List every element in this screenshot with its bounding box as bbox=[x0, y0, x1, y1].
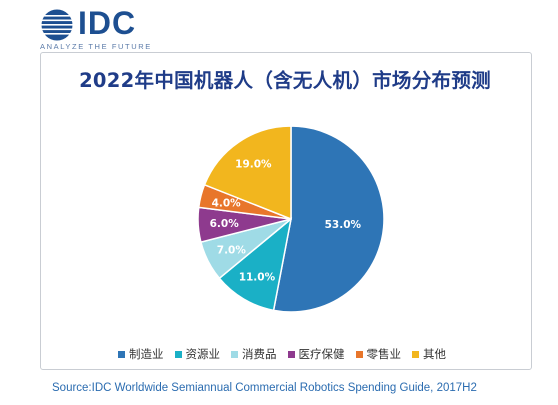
legend-item: 其他 bbox=[412, 346, 446, 362]
legend-item: 消费品 bbox=[231, 346, 277, 362]
legend-swatch bbox=[412, 350, 419, 358]
logo-tagline: ANALYZE THE FUTURE bbox=[40, 42, 152, 51]
slice-data-label: 7.0% bbox=[217, 244, 247, 256]
legend-swatch bbox=[118, 350, 125, 358]
idc-logo: IDC ANALYZE THE FUTURE bbox=[40, 5, 170, 51]
legend-label: 零售业 bbox=[366, 347, 402, 361]
slice-data-label: 53.0% bbox=[325, 219, 362, 231]
legend-item: 医疗保健 bbox=[287, 346, 345, 362]
logo-text: IDC bbox=[78, 5, 137, 41]
pie-slice bbox=[272, 125, 385, 313]
globe-icon bbox=[41, 9, 73, 41]
legend-label: 消费品 bbox=[242, 347, 277, 361]
legend-item: 制造业 bbox=[118, 346, 164, 362]
pie-slice bbox=[203, 125, 292, 221]
legend-swatch bbox=[355, 350, 363, 358]
legend-label: 制造业 bbox=[129, 347, 164, 361]
slice-data-label: 6.0% bbox=[210, 218, 240, 230]
legend-swatch bbox=[287, 350, 295, 358]
legend-label: 资源业 bbox=[185, 347, 221, 361]
slice-data-label: 11.0% bbox=[239, 272, 276, 284]
source-note: Source:IDC Worldwide Semiannual Commerci… bbox=[52, 382, 477, 394]
chart-legend: 制造业 资源业 消费品 医疗保健 零售业 其他 bbox=[118, 346, 457, 362]
legend-label: 医疗保健 bbox=[298, 347, 345, 361]
legend-label: 其他 bbox=[423, 347, 446, 361]
slice-data-label: 4.0% bbox=[212, 197, 242, 209]
chart-title: 2022年中国机器人（含无人机）市场分布预测 bbox=[79, 69, 491, 92]
slice-data-label: 19.0% bbox=[235, 159, 272, 171]
legend-swatch bbox=[174, 350, 182, 358]
legend-swatch bbox=[231, 350, 238, 358]
legend-item: 资源业 bbox=[174, 346, 221, 362]
legend-item: 零售业 bbox=[355, 346, 402, 362]
